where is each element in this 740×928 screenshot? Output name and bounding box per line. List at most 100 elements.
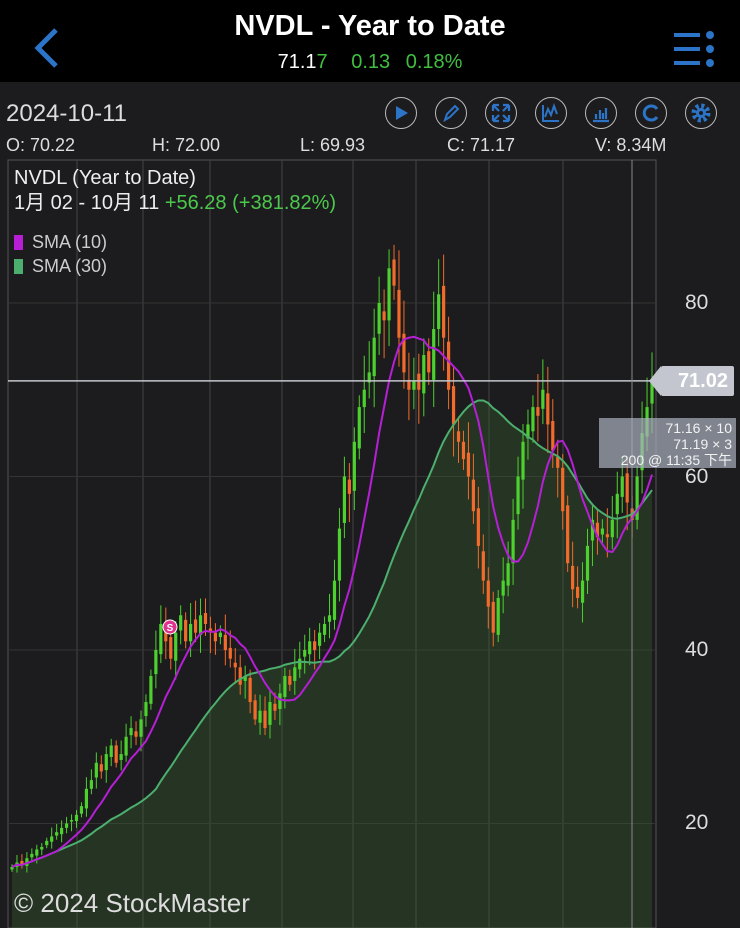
candle-body	[437, 294, 441, 330]
candle-body	[154, 650, 158, 675]
candle-body	[501, 580, 505, 596]
play-icon	[396, 106, 408, 120]
candle-body	[595, 522, 600, 538]
candle-body	[442, 285, 446, 338]
candle-body	[303, 650, 307, 657]
candle-body	[45, 840, 49, 846]
candle-body	[189, 623, 193, 642]
crosshair-tooltip: 71.16 × 10 71.19 × 3 200 @ 11:35 下午	[599, 418, 736, 468]
candle-body	[456, 431, 461, 442]
candle-body	[546, 393, 550, 425]
candle-body	[342, 476, 347, 523]
candle-body	[327, 615, 332, 622]
legend-swatch	[14, 235, 23, 250]
candle-body	[526, 424, 530, 439]
candle-body	[496, 597, 500, 635]
y-tick-label: 80	[685, 291, 709, 314]
sma30-area	[12, 400, 652, 928]
chart-change: +56.28 (+381.82%)	[164, 192, 337, 214]
candle-body	[635, 476, 639, 520]
list-menu-icon[interactable]	[674, 30, 716, 68]
close-value: C: 71.17	[447, 135, 516, 155]
volume-chart-icon	[593, 108, 609, 123]
candle-body	[104, 754, 108, 771]
copyright: © 2024 StockMaster	[14, 888, 250, 918]
fullscreen-button[interactable]	[485, 97, 517, 129]
draw-button[interactable]	[435, 97, 467, 129]
sma30-line	[11, 399, 653, 868]
candle-body	[322, 623, 327, 635]
draw-icon	[443, 104, 460, 122]
candle-body	[407, 379, 411, 390]
candle-body	[159, 623, 163, 655]
candle-body	[590, 519, 595, 541]
candle-body	[466, 452, 471, 477]
candle-body	[169, 637, 173, 659]
candle-body	[486, 580, 490, 607]
candle-body	[288, 676, 292, 685]
top-bar: NVDL - Year to Date 71.17 0.13 0.18%	[0, 0, 740, 82]
candle-body	[40, 846, 44, 850]
sell-signal-label: S	[167, 623, 174, 634]
candle-body	[203, 613, 208, 624]
candle-body	[585, 545, 590, 581]
legend-item-sma30[interactable]: SMA (30)	[14, 254, 107, 278]
y-tick-label: 20	[685, 811, 709, 834]
refresh-icon	[642, 104, 659, 122]
legend-label: SMA (30)	[32, 256, 108, 276]
candle-body	[625, 473, 629, 503]
candle-body	[114, 745, 118, 763]
play-button[interactable]	[385, 97, 417, 129]
sell-signal-marker	[162, 619, 178, 635]
candle-body	[571, 565, 575, 590]
candle-body	[347, 479, 351, 494]
candle-body	[134, 731, 138, 737]
refresh-button[interactable]	[635, 97, 667, 129]
candle-body	[561, 467, 565, 512]
settings-button[interactable]	[685, 97, 717, 129]
candle-body	[179, 615, 183, 631]
candle-body	[432, 329, 436, 380]
price-change-pct: 0.18%	[405, 51, 463, 73]
candle-body	[198, 615, 203, 635]
tooltip-bid: 71.16 × 10	[665, 420, 732, 436]
candle-body	[367, 372, 371, 383]
candle-body	[253, 700, 257, 720]
candle-body	[35, 849, 39, 856]
candle-body	[208, 628, 213, 633]
tooltip-time: 200 @ 11:35 下午	[620, 452, 732, 468]
candle-body	[446, 341, 451, 390]
indicator-icon	[542, 103, 559, 122]
candle-body	[119, 754, 123, 760]
candle-body	[50, 836, 54, 842]
candle-body	[337, 528, 342, 581]
chart-range: 1月 02 - 10月 11	[14, 192, 160, 214]
indicator-button[interactable]	[535, 97, 567, 129]
y-tick-label: 60	[685, 465, 709, 488]
candle-body	[352, 441, 356, 491]
candle-body	[417, 373, 421, 390]
last-price-digit: 7	[316, 51, 328, 73]
candle-body	[94, 762, 98, 778]
candle-body	[580, 580, 585, 603]
page-title: NVDL - Year to Date	[234, 10, 506, 42]
legend-label: SMA (10)	[32, 232, 108, 252]
candle-body	[461, 441, 466, 460]
selected-date: 2024-10-11	[6, 100, 127, 127]
candle-body	[144, 702, 148, 717]
candle-body	[283, 676, 287, 698]
candle-body	[332, 580, 337, 620]
back-chevron-icon[interactable]	[28, 26, 68, 70]
candle-body	[129, 728, 133, 736]
candle-body	[377, 303, 381, 334]
fullscreen-icon	[491, 103, 511, 123]
candle-body	[233, 662, 237, 668]
candle-body	[615, 493, 619, 515]
candle-body	[228, 647, 232, 659]
candle-body	[55, 832, 59, 836]
candle-body	[506, 563, 510, 586]
legend-item-sma10[interactable]: SMA (10)	[14, 230, 107, 254]
volume-chart-button[interactable]	[585, 97, 617, 129]
candle-body	[308, 641, 312, 655]
